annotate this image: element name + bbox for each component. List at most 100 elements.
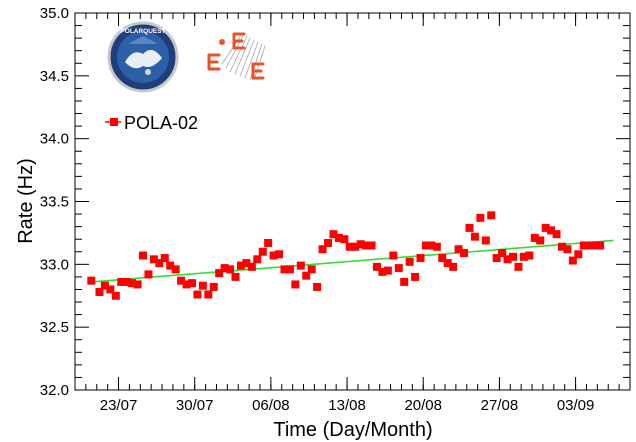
data-point xyxy=(514,262,523,271)
data-point xyxy=(187,279,196,288)
data-point xyxy=(275,250,284,259)
data-point xyxy=(117,277,126,286)
data-point xyxy=(122,277,131,286)
data-point xyxy=(405,257,414,266)
x-tick-label: 23/07 xyxy=(100,397,138,414)
data-point xyxy=(383,266,392,275)
data-point xyxy=(574,250,583,259)
eee-logo xyxy=(207,32,266,81)
data-point xyxy=(242,259,251,268)
data-point xyxy=(171,265,180,274)
data-point xyxy=(215,269,224,278)
data-point xyxy=(296,261,305,270)
fit-line-layer xyxy=(91,239,614,283)
data-point xyxy=(465,223,474,232)
x-tick-label: 06/08 xyxy=(252,397,290,414)
data-point xyxy=(492,254,501,263)
data-point xyxy=(149,255,158,264)
data-point xyxy=(302,271,311,280)
data-point xyxy=(226,265,235,274)
data-point xyxy=(258,247,267,256)
data-point xyxy=(568,256,577,265)
legend-label: POLA-02 xyxy=(124,113,198,133)
data-point xyxy=(536,236,545,245)
data-point xyxy=(177,276,186,285)
legend-marker xyxy=(110,118,118,126)
data-point xyxy=(378,267,387,276)
data-point xyxy=(253,255,262,264)
data-point xyxy=(487,211,496,220)
data-point xyxy=(111,291,120,300)
data-point xyxy=(144,270,153,279)
data-point xyxy=(182,280,191,289)
data-point xyxy=(427,241,436,250)
data-point xyxy=(503,255,512,264)
y-tick-label: 32.5 xyxy=(40,319,69,336)
data-point xyxy=(470,232,479,241)
data-point xyxy=(481,236,490,245)
data-point xyxy=(449,262,458,271)
data-point xyxy=(324,238,333,247)
data-point xyxy=(160,254,169,263)
data-point xyxy=(95,287,104,296)
x-axis-title: Time (Day/Month) xyxy=(273,419,432,441)
data-point xyxy=(596,241,605,250)
data-point xyxy=(362,241,371,250)
data-point xyxy=(519,252,528,261)
data-point xyxy=(498,249,507,258)
data-point xyxy=(329,230,338,239)
data-point xyxy=(557,242,566,251)
data-point xyxy=(166,261,175,270)
y-tick-label: 34.0 xyxy=(40,131,69,148)
y-tick-label: 33.5 xyxy=(40,194,69,211)
x-tick-label: 30/07 xyxy=(176,397,214,414)
data-point xyxy=(193,290,202,299)
y-tick-label: 34.5 xyxy=(40,68,69,85)
data-point xyxy=(106,285,115,294)
data-point xyxy=(220,264,229,273)
data-point xyxy=(285,265,294,274)
data-point xyxy=(264,238,273,247)
data-point xyxy=(356,240,365,249)
data-point xyxy=(318,245,327,254)
data-point xyxy=(438,254,447,263)
data-point xyxy=(411,272,420,281)
y-axis-title: Rate (Hz) xyxy=(15,158,37,244)
legend: POLA-02 xyxy=(105,113,198,133)
data-point xyxy=(139,251,148,260)
polarquest-logo-text: POLARQUEST xyxy=(120,28,165,35)
data-point xyxy=(198,281,207,290)
data-point xyxy=(389,251,398,260)
data-point xyxy=(236,261,245,270)
x-tick-label: 20/08 xyxy=(404,397,442,414)
data-point xyxy=(552,230,561,239)
data-point xyxy=(372,262,381,271)
data-point xyxy=(400,277,409,286)
data-point xyxy=(525,251,534,260)
data-point xyxy=(269,251,278,260)
x-tick-label: 13/08 xyxy=(328,397,366,414)
data-point xyxy=(563,245,572,254)
data-point xyxy=(443,259,452,268)
data-point xyxy=(340,235,349,244)
data-point xyxy=(416,254,425,263)
data-point xyxy=(209,282,218,291)
data-point xyxy=(280,265,289,274)
data-point xyxy=(454,245,463,254)
data-point xyxy=(247,262,256,271)
data-point xyxy=(291,280,300,289)
data-point xyxy=(394,264,403,273)
y-tick-label: 35.0 xyxy=(40,5,69,22)
data-point xyxy=(204,290,213,299)
y-tick-label: 33.0 xyxy=(40,256,69,273)
data-point xyxy=(334,233,343,242)
data-point xyxy=(547,226,556,235)
data-point xyxy=(460,249,469,258)
x-tick-label: 27/08 xyxy=(481,397,519,414)
y-tick-label: 32.0 xyxy=(40,382,69,399)
data-point xyxy=(155,259,164,268)
data-point xyxy=(100,281,109,290)
data-point xyxy=(509,252,518,261)
data-point xyxy=(128,279,137,288)
data-point xyxy=(307,265,316,274)
